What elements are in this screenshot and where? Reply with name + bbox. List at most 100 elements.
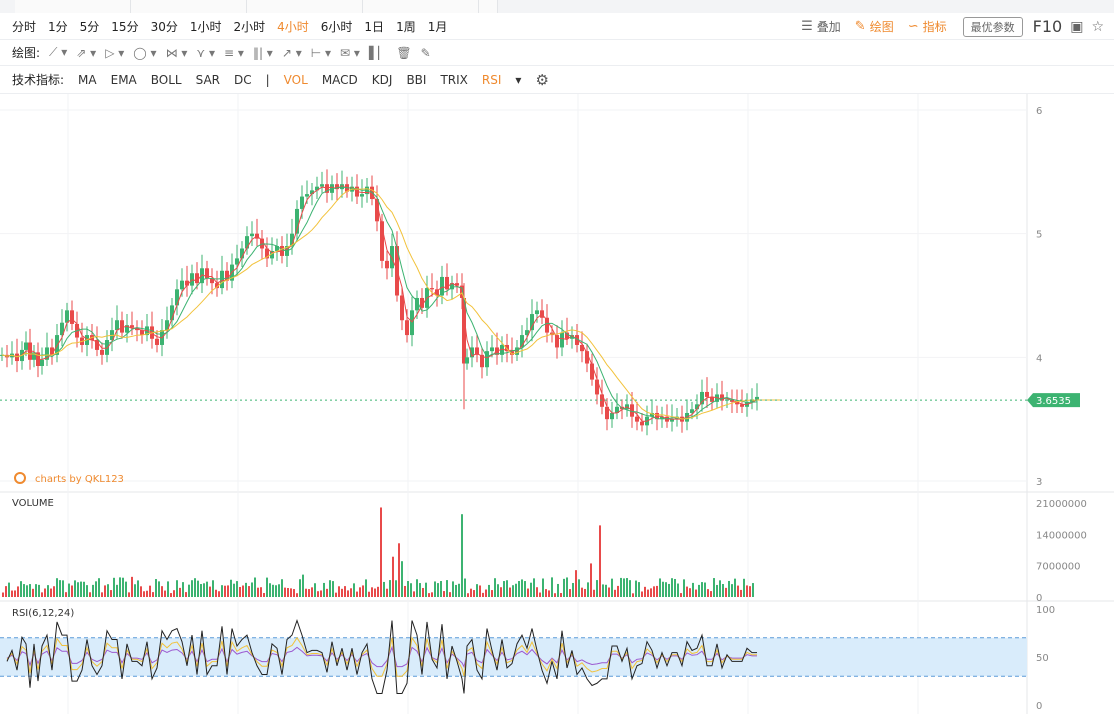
price-tick-label: 3 bbox=[1036, 477, 1042, 488]
volume-bar bbox=[326, 588, 328, 597]
period-3[interactable]: 15分 bbox=[111, 19, 139, 34]
volume-bar bbox=[572, 582, 574, 597]
candle-body bbox=[235, 258, 239, 265]
top-tab[interactable] bbox=[479, 0, 498, 13]
candle-body bbox=[705, 391, 709, 397]
volume-bar bbox=[707, 589, 709, 597]
indicator-macd[interactable]: MACD bbox=[321, 72, 358, 87]
top-tab[interactable] bbox=[363, 0, 479, 13]
f10-button[interactable]: F10 bbox=[1032, 17, 1063, 36]
indicator-button[interactable]: ∽ 指标 bbox=[908, 18, 947, 35]
volume-bar bbox=[503, 581, 505, 597]
shape-tool-icon[interactable]: ◯ ▾ bbox=[133, 45, 157, 60]
volume-bar bbox=[38, 584, 40, 597]
more-indicators-icon[interactable]: ▾ bbox=[515, 72, 522, 87]
pattern-tool-icon[interactable]: ⋎ ▾ bbox=[196, 45, 216, 60]
indicator-ema[interactable]: EMA bbox=[110, 72, 137, 87]
ray-tool-icon[interactable]: ⇗ ▾ bbox=[76, 45, 97, 60]
indicator-sar[interactable]: SAR bbox=[195, 72, 220, 87]
volume-bar bbox=[512, 585, 514, 597]
volume-bar bbox=[632, 593, 634, 597]
note-tool-icon[interactable]: ✉ ▾ bbox=[340, 45, 360, 60]
volume-bar bbox=[722, 584, 724, 597]
indicator-ma[interactable]: MA bbox=[78, 72, 97, 87]
last-price-label: 3.6535 bbox=[1036, 396, 1071, 407]
volume-bar bbox=[104, 585, 106, 597]
indicator-boll[interactable]: BOLL bbox=[150, 72, 182, 87]
indicator-dc[interactable]: DC bbox=[234, 72, 252, 87]
text-tool-icon[interactable]: ≡ ▾ bbox=[224, 45, 244, 60]
period-7[interactable]: 4小时 bbox=[277, 19, 309, 34]
star-icon[interactable]: ☆ bbox=[1091, 18, 1104, 35]
ma-line-short bbox=[1, 185, 758, 422]
indicator-trix[interactable]: TRIX bbox=[440, 72, 468, 87]
qkl-logo-icon bbox=[14, 472, 26, 484]
candle-body bbox=[415, 297, 419, 311]
trash-icon[interactable]: 🗑 bbox=[396, 45, 412, 60]
volume-bar bbox=[536, 587, 538, 597]
measure-tool-icon[interactable]: ⊢ ▾ bbox=[310, 45, 332, 60]
optimal-params-button[interactable]: 最优参数 bbox=[962, 16, 1023, 37]
volume-bar bbox=[95, 581, 97, 597]
drawing-toolbar: 绘图: ⟋ ▾ ⇗ ▾ ▷ ▾ ◯ ▾ ⋈ ▾ ⋎ ▾ ≡ ▾ ‖| ▾ ↗ ▾… bbox=[0, 40, 1114, 66]
candle-body bbox=[240, 248, 244, 259]
period-6[interactable]: 2小时 bbox=[233, 19, 266, 34]
volume-bar bbox=[680, 593, 682, 597]
volume-bar bbox=[149, 585, 151, 597]
volume-bar bbox=[161, 586, 163, 597]
candle-body bbox=[205, 268, 209, 279]
arrow-tool-icon[interactable]: ↗ ▾ bbox=[281, 45, 302, 60]
volume-bar bbox=[677, 583, 679, 597]
period-list: 分时 1分 5分 15分 30分 1小时 2小时 4小时 6小时 1日 1周 1月 bbox=[0, 18, 447, 35]
period-1[interactable]: 1分 bbox=[48, 19, 68, 34]
period-4[interactable]: 30分 bbox=[150, 19, 178, 34]
pen-tool-icon[interactable]: ✎ bbox=[420, 45, 431, 60]
volume-bar bbox=[431, 592, 433, 597]
bars-tool-icon[interactable]: ▌▏ bbox=[368, 45, 388, 60]
period-11[interactable]: 1月 bbox=[427, 19, 448, 34]
volume-bar bbox=[596, 580, 598, 597]
volume-bar bbox=[284, 587, 286, 597]
top-tab[interactable] bbox=[131, 0, 247, 13]
chart-area[interactable]: 6 5 4 3 3.6535 charts by QKL123 VOLUME 21000000… bbox=[0, 94, 1114, 714]
candle-body bbox=[580, 344, 584, 352]
channel-tool-icon[interactable]: ▷ ▾ bbox=[105, 45, 125, 60]
period-10[interactable]: 1周 bbox=[396, 19, 416, 34]
candle-body bbox=[640, 421, 644, 426]
candle-body bbox=[740, 404, 744, 407]
price-tick-label: 4 bbox=[1036, 353, 1042, 364]
candle-body bbox=[565, 332, 569, 339]
top-tab[interactable] bbox=[15, 0, 131, 13]
indicator-rsi[interactable]: RSI bbox=[481, 72, 502, 87]
gann-tool-icon[interactable]: ‖| ▾ bbox=[252, 45, 273, 60]
candle-body bbox=[185, 280, 189, 286]
period-5[interactable]: 1小时 bbox=[189, 19, 222, 34]
volume-bar bbox=[713, 578, 715, 597]
candle-body bbox=[505, 344, 509, 352]
fullscreen-icon[interactable]: ▣ bbox=[1070, 18, 1084, 35]
volume-bar bbox=[506, 580, 508, 597]
line-tool-icon[interactable]: ⟋ ▾ bbox=[49, 45, 68, 59]
period-0[interactable]: 分时 bbox=[12, 19, 37, 34]
volume-bar bbox=[662, 581, 664, 597]
period-2[interactable]: 5分 bbox=[79, 19, 100, 34]
period-toolbar: 分时 1分 5分 15分 30分 1小时 2小时 4小时 6小时 1日 1周 1月 ☰ 叠加 ✎ 绘图 ∽… bbox=[0, 13, 1114, 40]
volume-bar bbox=[398, 543, 400, 597]
period-9[interactable]: 1日 bbox=[364, 19, 385, 34]
indicator-kdj[interactable]: KDJ bbox=[371, 72, 393, 87]
indicator-toolbar-label: 技术指标: bbox=[12, 73, 65, 87]
volume-bar bbox=[317, 591, 319, 597]
volume-bar bbox=[338, 586, 340, 597]
top-tab[interactable] bbox=[247, 0, 363, 13]
volume-bar bbox=[749, 586, 751, 597]
indicator-vol[interactable]: VOL bbox=[283, 72, 308, 87]
main-indicators: MA EMA BOLL SAR DC bbox=[64, 73, 252, 87]
overlay-button[interactable]: ☰ 叠加 bbox=[801, 18, 841, 35]
indicator-bbi[interactable]: BBI bbox=[406, 72, 427, 87]
volume-bar bbox=[266, 577, 268, 597]
draw-button[interactable]: ✎ 绘图 bbox=[855, 18, 894, 35]
fib-tool-icon[interactable]: ⋈ ▾ bbox=[165, 45, 188, 60]
candle-body bbox=[115, 320, 119, 331]
gear-icon[interactable]: ⚙ bbox=[535, 70, 549, 89]
period-8[interactable]: 6小时 bbox=[320, 19, 353, 34]
